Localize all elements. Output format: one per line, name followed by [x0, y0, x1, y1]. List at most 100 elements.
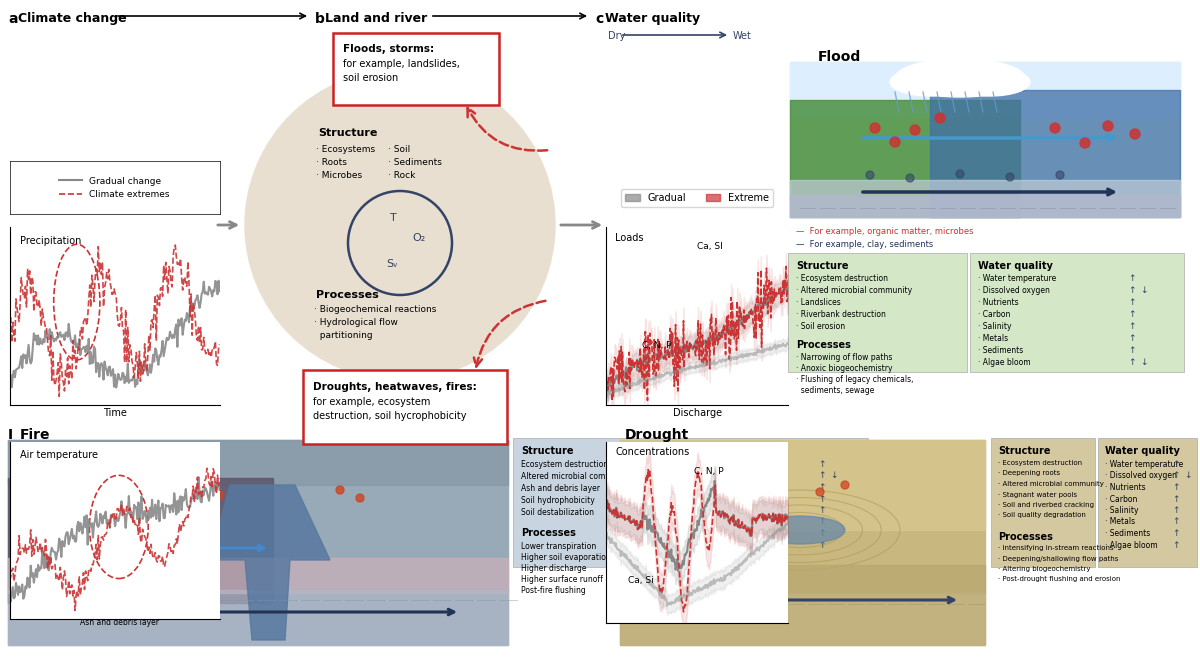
Text: Loads: Loads [616, 233, 643, 243]
FancyBboxPatch shape [788, 253, 967, 372]
Text: · Post-drought flushing and erosion: · Post-drought flushing and erosion [998, 577, 1121, 583]
Text: · Algae bloom: · Algae bloom [978, 358, 1031, 367]
Circle shape [356, 494, 364, 502]
Text: T: T [390, 213, 397, 223]
Circle shape [910, 125, 920, 135]
Circle shape [736, 486, 744, 494]
Text: · Soil quality degradation: · Soil quality degradation [998, 513, 1086, 519]
Text: Droughts, heatwaves, fires:: Droughts, heatwaves, fires: [313, 382, 476, 392]
Text: Fire: Fire [20, 428, 50, 442]
Text: · Altered microbial community: · Altered microbial community [796, 286, 912, 295]
Circle shape [870, 123, 880, 133]
Text: ↓: ↓ [830, 471, 838, 480]
Text: · Sediments: · Sediments [694, 529, 739, 538]
Text: · Sediments: · Sediments [978, 346, 1024, 355]
Text: Water quality: Water quality [978, 261, 1052, 271]
Text: ↑: ↑ [818, 471, 826, 480]
Text: ↑: ↑ [1128, 286, 1135, 295]
Circle shape [866, 171, 874, 179]
Text: · Soil erosion: · Soil erosion [796, 322, 845, 331]
Bar [8, 440, 508, 645]
FancyBboxPatch shape [970, 253, 1184, 372]
Text: for example, landslides,: for example, landslides, [343, 59, 460, 69]
Bar [930, 90, 1180, 217]
Text: · Metals: · Metals [694, 517, 724, 527]
Polygon shape [80, 478, 90, 488]
Text: a: a [8, 12, 18, 26]
Text: · Water temperature: · Water temperature [978, 274, 1056, 283]
Text: O₂: O₂ [412, 233, 425, 243]
Text: · Sediments: · Sediments [388, 158, 442, 167]
Text: ↑: ↑ [1128, 322, 1135, 331]
Text: · Ecosystem destruction: · Ecosystem destruction [796, 274, 888, 283]
Text: ↑: ↑ [1172, 506, 1180, 515]
Text: Floods, storms:: Floods, storms: [343, 44, 434, 54]
Text: Processes: Processes [998, 532, 1052, 542]
Text: · Salinity: · Salinity [978, 322, 1012, 331]
Text: Sᵥ: Sᵥ [386, 259, 397, 269]
Text: Soil hydrophobicity: Soil hydrophobicity [521, 496, 595, 505]
Text: Flood: Flood [818, 50, 862, 64]
Polygon shape [67, 482, 77, 492]
Text: Hydrophobic soil: Hydrophobic soil [12, 598, 76, 607]
Text: ↑: ↑ [1172, 540, 1180, 550]
Circle shape [890, 137, 900, 147]
Text: ↓: ↓ [1140, 358, 1147, 367]
Text: ↑: ↑ [1172, 483, 1180, 492]
Text: ↑: ↑ [818, 540, 826, 550]
Text: · Nutrients: · Nutrients [978, 298, 1019, 307]
Circle shape [816, 488, 824, 496]
Text: · Nutrients: · Nutrients [694, 483, 734, 492]
Text: for example, ecosystem: for example, ecosystem [313, 397, 431, 407]
Circle shape [196, 484, 204, 492]
FancyBboxPatch shape [686, 438, 868, 567]
Text: I: I [8, 428, 13, 442]
Text: · Carbon: · Carbon [978, 310, 1010, 319]
Bar [620, 593, 985, 645]
Text: · Nutrients: · Nutrients [1105, 483, 1146, 492]
Text: ↑: ↑ [1172, 494, 1180, 503]
Bar [620, 440, 985, 645]
Circle shape [216, 491, 224, 499]
Text: Ash and debris layer: Ash and debris layer [80, 618, 158, 627]
Polygon shape [65, 476, 79, 492]
Circle shape [181, 496, 190, 504]
Text: Climate change: Climate change [18, 12, 127, 25]
Text: · Hydrological flow: · Hydrological flow [314, 318, 398, 327]
Text: · Biogeochemical reactions: · Biogeochemical reactions [314, 305, 437, 314]
Text: · Intensifying in-stream reactions: · Intensifying in-stream reactions [998, 545, 1114, 551]
Text: · Deepening/shallowing flow paths: · Deepening/shallowing flow paths [998, 556, 1118, 561]
Circle shape [1103, 121, 1114, 131]
Polygon shape [44, 494, 54, 504]
Bar [8, 478, 274, 603]
FancyBboxPatch shape [334, 33, 499, 105]
Text: · Algae bloom: · Algae bloom [1105, 540, 1158, 550]
Text: · Soil and riverbed cracking: · Soil and riverbed cracking [998, 502, 1094, 508]
Text: · Altering biogeochemistry: · Altering biogeochemistry [998, 566, 1091, 572]
Polygon shape [20, 484, 34, 500]
Text: Higher surface runoff: Higher surface runoff [521, 575, 602, 584]
Text: · Dissolved oxygen: · Dissolved oxygen [1105, 471, 1177, 480]
Text: Higher discharge: Higher discharge [521, 564, 587, 573]
Text: · Flushing of legacy chemicals,: · Flushing of legacy chemicals, [796, 375, 913, 384]
Bar [620, 565, 985, 593]
Text: Structure: Structure [521, 446, 574, 456]
Text: Precipitation: Precipitation [20, 236, 82, 246]
FancyBboxPatch shape [302, 370, 508, 444]
Text: ↑: ↑ [1128, 274, 1135, 283]
Polygon shape [78, 472, 92, 488]
Polygon shape [210, 485, 330, 640]
Text: · Soil: · Soil [388, 145, 410, 154]
Text: ↑: ↑ [1172, 517, 1180, 527]
Text: ↑: ↑ [1172, 460, 1180, 469]
Text: Water quality: Water quality [1105, 446, 1180, 456]
Text: Ecosystem destruction: Ecosystem destruction [521, 460, 608, 469]
Text: · Algae Bloom: · Algae Bloom [694, 540, 746, 550]
Circle shape [1056, 171, 1064, 179]
Text: ↑: ↑ [1128, 346, 1135, 355]
X-axis label: Discharge: Discharge [673, 408, 721, 418]
Polygon shape [30, 480, 40, 490]
Text: —  For example, organic matter, microbes: — For example, organic matter, microbes [796, 227, 973, 236]
Text: Processes: Processes [796, 340, 851, 350]
Circle shape [1130, 129, 1140, 139]
